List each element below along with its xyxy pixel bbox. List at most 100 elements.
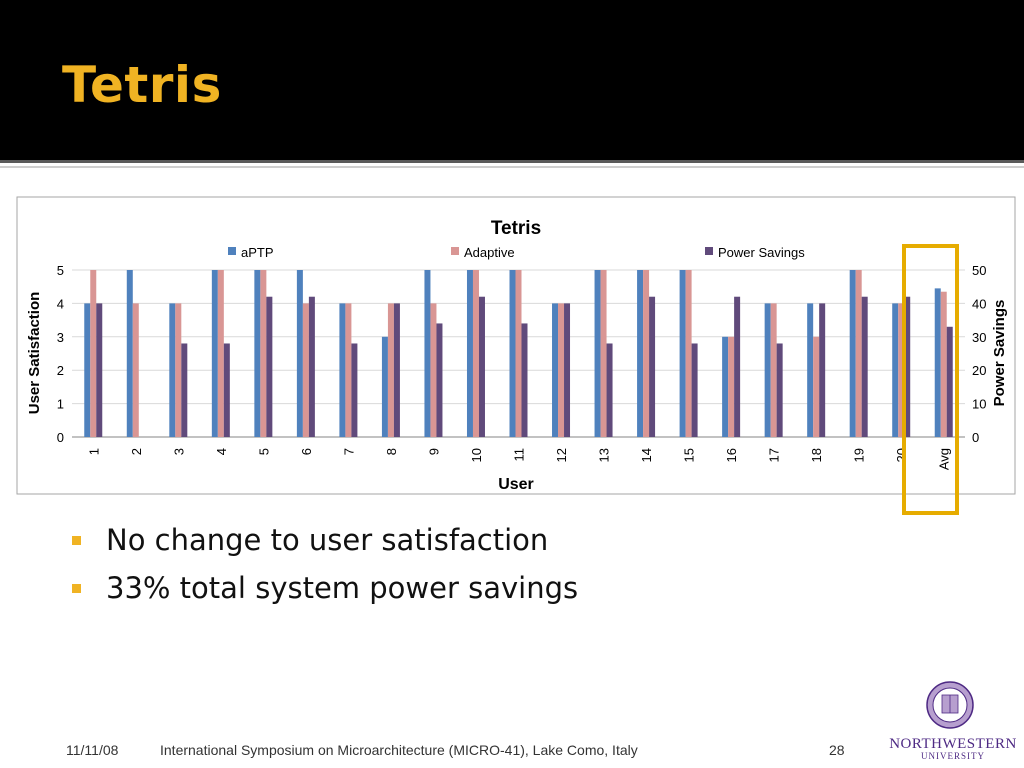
x-tick-label: 1 — [86, 448, 101, 455]
bar-power-savings — [478, 296, 485, 437]
y-tick-label: 5 — [57, 263, 64, 278]
x-tick-label: 9 — [426, 448, 441, 455]
x-tick-label: 19 — [852, 448, 867, 462]
x-tick-label: 16 — [724, 448, 739, 462]
bar-aptp — [722, 336, 729, 437]
x-tick-label: 4 — [214, 448, 229, 455]
bar-power-savings — [266, 296, 273, 437]
logo-name: NORTHWESTERN — [889, 736, 1017, 752]
bar-aptp — [849, 270, 856, 437]
bar-adaptive — [302, 303, 309, 437]
x-tick-label: 3 — [171, 448, 186, 455]
footer-event: International Symposium on Microarchitec… — [160, 742, 638, 758]
y2-tick-label: 30 — [972, 330, 986, 345]
bar-aptp — [764, 303, 771, 437]
bar-aptp — [934, 288, 941, 437]
bar-adaptive — [132, 303, 139, 437]
page-number: 28 — [829, 742, 845, 758]
legend-label: Adaptive — [464, 245, 515, 260]
x-tick-label: 13 — [597, 448, 612, 462]
bar-adaptive — [515, 270, 522, 437]
bar-power-savings — [308, 296, 315, 437]
bar-adaptive — [898, 303, 905, 437]
bar-adaptive — [217, 270, 224, 437]
x-tick-label: 7 — [341, 448, 356, 455]
bar-aptp — [339, 303, 346, 437]
bar-aptp — [254, 270, 261, 437]
y2-tick-label: 20 — [972, 363, 986, 378]
bar-power-savings — [351, 343, 358, 437]
y-tick-label: 3 — [57, 330, 64, 345]
header-divider-light — [0, 166, 1024, 168]
bar-adaptive — [472, 270, 479, 437]
bar-power-savings — [606, 343, 613, 437]
x-tick-label: 17 — [767, 448, 782, 462]
x-tick-label: 2 — [129, 448, 144, 455]
footer-date: 11/11/08 — [66, 742, 119, 758]
bar-adaptive — [813, 336, 820, 437]
bar-aptp — [466, 270, 473, 437]
bar-aptp — [381, 336, 388, 437]
y-tick-label: 0 — [57, 430, 64, 445]
legend-label: aPTP — [241, 245, 274, 260]
bar-aptp — [679, 270, 686, 437]
x-tick-label: 20 — [894, 448, 909, 462]
bar-adaptive — [600, 270, 607, 437]
bar-aptp — [552, 303, 559, 437]
x-axis-label: User — [498, 476, 534, 493]
bar-power-savings — [946, 326, 953, 437]
bar-power-savings — [904, 296, 911, 437]
y2-tick-label: 50 — [972, 263, 986, 278]
x-tick-label: 15 — [682, 448, 697, 462]
bar-power-savings — [393, 303, 400, 437]
legend-swatch — [705, 247, 713, 255]
bar-adaptive — [90, 270, 97, 437]
y2-tick-label: 10 — [972, 397, 986, 412]
x-tick-label: 6 — [299, 448, 314, 455]
bar-power-savings — [96, 303, 103, 437]
bar-power-savings — [436, 323, 443, 437]
bar-power-savings — [819, 303, 826, 437]
bar-adaptive — [728, 336, 735, 437]
x-tick-label: 12 — [554, 448, 569, 462]
legend-label: Power Savings — [718, 245, 805, 260]
bar-aptp — [169, 303, 176, 437]
bar-aptp — [126, 270, 133, 437]
bullet-marker — [72, 535, 81, 545]
bar-adaptive — [345, 303, 352, 437]
x-tick-label: 10 — [469, 448, 484, 462]
bar-power-savings — [521, 323, 528, 437]
bar-power-savings — [861, 296, 868, 437]
x-tick-label: Avg — [937, 448, 952, 470]
bar-adaptive — [387, 303, 394, 437]
x-tick-label: 18 — [809, 448, 824, 462]
y-axis-label: User Satisfaction — [26, 292, 43, 415]
y-tick-label: 1 — [57, 397, 64, 412]
bar-power-savings — [649, 296, 656, 437]
bar-aptp — [424, 270, 431, 437]
bar-power-savings — [564, 303, 571, 437]
y2-tick-label: 0 — [972, 430, 979, 445]
bar-adaptive — [558, 303, 565, 437]
bar-power-savings — [223, 343, 230, 437]
bar-adaptive — [175, 303, 182, 437]
y-tick-label: 4 — [57, 296, 64, 311]
bar-adaptive — [770, 303, 777, 437]
bar-aptp — [892, 303, 899, 437]
slide-title: Tetris — [62, 56, 222, 114]
x-tick-label: 11 — [512, 448, 527, 462]
x-tick-label: 5 — [256, 448, 271, 455]
bar-adaptive — [685, 270, 692, 437]
bar-aptp — [84, 303, 91, 437]
header-divider — [0, 160, 1024, 163]
bar-aptp — [509, 270, 516, 437]
bar-power-savings — [181, 343, 188, 437]
bullet-list: No change to user satisfaction 33% total… — [72, 516, 578, 612]
bar-power-savings — [776, 343, 783, 437]
bullet-item: No change to user satisfaction — [72, 516, 578, 564]
bullet-item: 33% total system power savings — [72, 564, 578, 612]
y2-tick-label: 40 — [972, 296, 986, 311]
university-seal-icon — [926, 681, 974, 729]
bar-adaptive — [430, 303, 437, 437]
